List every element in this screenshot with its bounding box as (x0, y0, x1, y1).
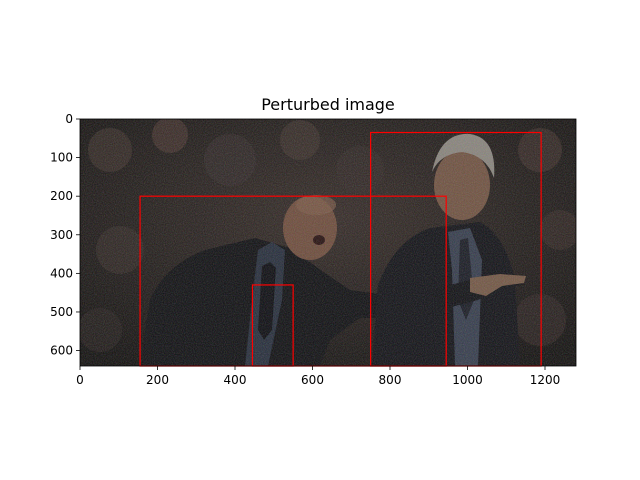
y-tick-label: 600 (50, 344, 73, 358)
x-axis: 0 200 400 600 800 1000 1200 (76, 366, 560, 387)
y-tick-label: 100 (50, 151, 73, 165)
perturbed-photo (78, 117, 580, 366)
noise-overlay (80, 119, 576, 366)
x-tick-label: 0 (76, 373, 84, 387)
x-tick-label: 1000 (452, 373, 483, 387)
figure-title: Perturbed image (261, 95, 395, 114)
y-tick-label: 200 (50, 189, 73, 203)
y-tick-label: 300 (50, 228, 73, 242)
y-tick-label: 0 (65, 112, 73, 126)
x-tick-label: 1200 (530, 373, 561, 387)
y-tick-label: 500 (50, 305, 73, 319)
x-tick-label: 600 (301, 373, 324, 387)
y-tick-label: 400 (50, 266, 73, 280)
y-axis: 0 100 200 300 400 500 600 (50, 112, 80, 358)
x-tick-label: 800 (379, 373, 402, 387)
x-tick-label: 200 (146, 373, 169, 387)
x-tick-label: 400 (224, 373, 247, 387)
